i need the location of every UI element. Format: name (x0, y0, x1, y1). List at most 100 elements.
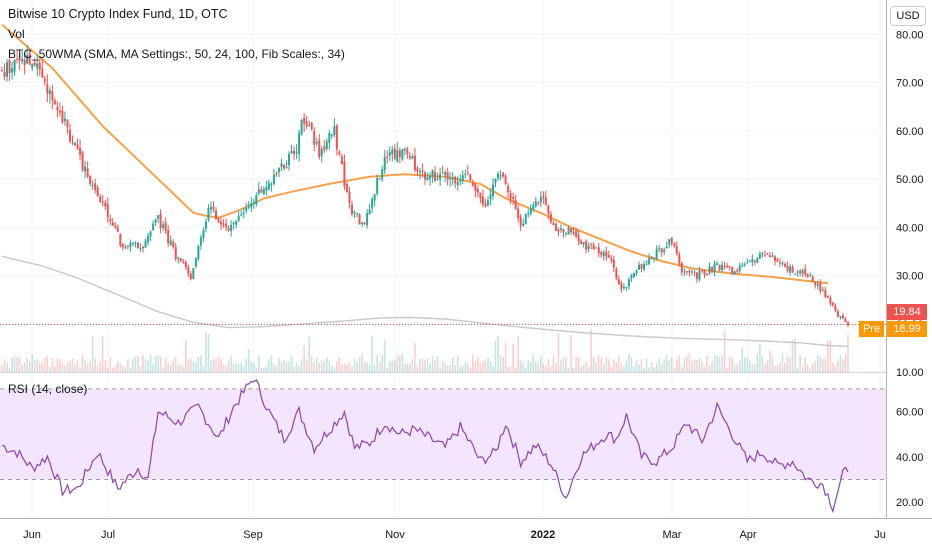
candle-body (28, 52, 31, 65)
chart-title[interactable]: Bitwise 10 Crypto Index Fund, 1D, OTC (8, 7, 228, 21)
volume-bar (38, 361, 41, 372)
candle-body (207, 207, 210, 221)
volume-bar (766, 360, 769, 372)
candle-body (711, 267, 714, 272)
candle-body (766, 253, 769, 255)
candle-body (602, 252, 605, 257)
candle-body (635, 270, 638, 274)
candle-body (260, 189, 263, 193)
volume-bar (247, 349, 250, 372)
candle-body (776, 259, 779, 262)
volume-bar (293, 366, 295, 372)
volume-bar (250, 361, 253, 372)
volume-bar (263, 367, 265, 372)
volume-bar (265, 366, 268, 372)
candle-body (131, 242, 134, 244)
volume-bar (303, 345, 305, 372)
candle-body (748, 261, 751, 263)
volume-bar (625, 360, 628, 372)
candle-body (240, 214, 243, 216)
volume-bar (86, 363, 89, 372)
candle-body (418, 171, 421, 173)
volume-bar (670, 356, 673, 372)
volume-bar (597, 355, 600, 372)
candle-body (519, 216, 522, 227)
volume-bar (655, 362, 658, 372)
candle-body (222, 223, 225, 225)
volume-bar (368, 364, 371, 372)
volume-bar (779, 362, 781, 372)
volume-bar (701, 361, 703, 372)
candle-body (791, 266, 794, 273)
volume-bar (514, 367, 517, 372)
candle-body (41, 68, 44, 78)
candle-body (345, 183, 348, 193)
volume-bar (557, 333, 560, 372)
volume-bar (494, 340, 497, 372)
candle-body (149, 231, 152, 237)
volume-bar (547, 359, 550, 372)
volume-bar (461, 365, 464, 372)
volume-bar (837, 360, 839, 372)
candle-body (53, 100, 56, 105)
volume-bar (101, 336, 104, 372)
volume-bar (580, 366, 582, 372)
volume-bar (537, 363, 540, 372)
volume-bar (132, 358, 134, 372)
candle-body (381, 169, 384, 180)
volume-bar (502, 357, 504, 372)
volume-bar (187, 359, 190, 372)
candle-body (763, 254, 766, 256)
volume-bar (220, 358, 222, 372)
volume-bar (577, 357, 580, 372)
candle-body (416, 168, 419, 172)
volume-bar (731, 356, 733, 372)
volume-bar (590, 329, 592, 372)
indicator-legend[interactable]: BTC_50WMA (SMA, MA Settings:, 50, 24, 10… (8, 47, 345, 61)
volume-bar (200, 354, 202, 372)
candle-body (74, 143, 77, 146)
candle-body (76, 144, 79, 149)
volume-bar (456, 355, 459, 372)
volume-bar (18, 357, 21, 372)
candle-body (685, 271, 688, 273)
volume-bar (696, 360, 698, 372)
candle-body (1, 70, 3, 72)
volume-bar (474, 361, 477, 372)
candle-body (522, 224, 525, 226)
currency-button[interactable]: USD (890, 6, 926, 26)
candle-body (313, 130, 316, 145)
volume-bar (600, 357, 603, 372)
volume-bar (210, 360, 212, 372)
candle-body (544, 197, 547, 205)
chart-axes (0, 0, 932, 519)
rsi-legend[interactable]: RSI (14, close) (8, 382, 88, 396)
candle-body (580, 240, 583, 245)
candle-body (413, 155, 416, 171)
candle-body (502, 173, 505, 177)
candle-body (230, 225, 233, 232)
volume-bar (429, 363, 431, 372)
volume-bar (479, 362, 482, 372)
candle-body (56, 106, 59, 111)
candle-body (13, 59, 16, 72)
candle-body (718, 264, 721, 271)
candle-body (159, 213, 162, 228)
rsi-tick-label: 20.00 (896, 497, 924, 509)
candle-body (154, 219, 157, 223)
time-tick-label: Sep (243, 529, 263, 541)
candle-body (784, 264, 787, 267)
candle-body (620, 283, 623, 289)
candle-body (439, 174, 442, 180)
candle-body (386, 156, 389, 158)
volume-bar (217, 355, 220, 372)
volume-bar (6, 361, 8, 372)
time-tick-label: 2022 (531, 529, 555, 541)
volume-bar (270, 355, 273, 372)
volume-legend[interactable]: Vol (8, 27, 25, 41)
volume-bar (167, 363, 169, 372)
candle-body (202, 230, 205, 239)
volume-bar (401, 354, 404, 372)
candle-body (421, 170, 424, 172)
